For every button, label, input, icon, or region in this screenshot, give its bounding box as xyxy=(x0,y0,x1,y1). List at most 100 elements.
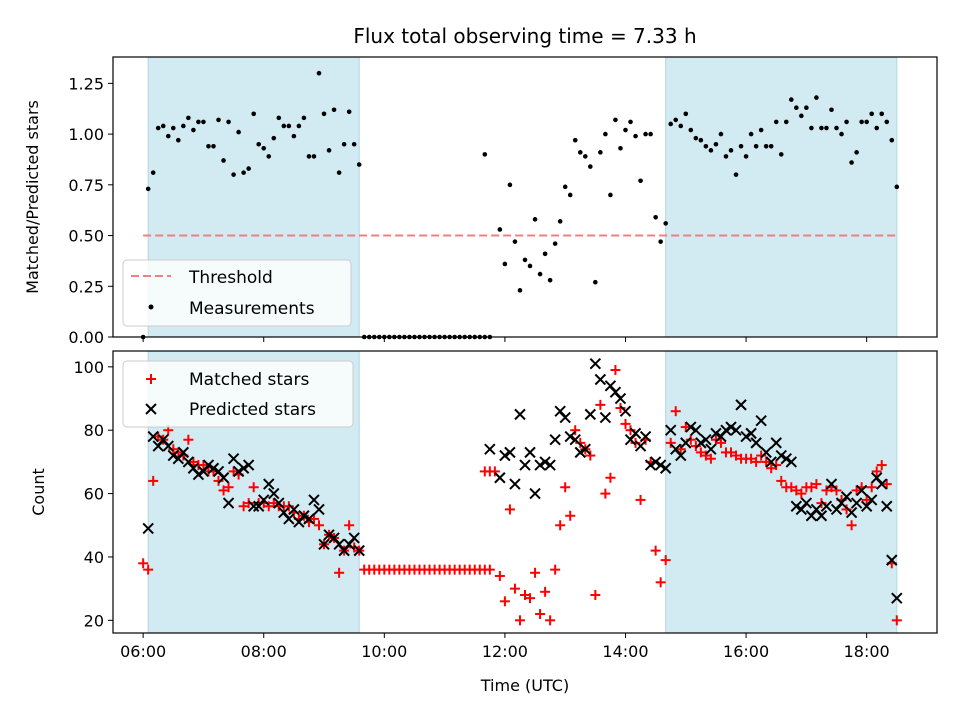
predicted-star-point xyxy=(845,506,858,519)
bottom-y-tick-label: 60 xyxy=(84,485,104,504)
measurement-point xyxy=(351,141,357,147)
matched-star-point xyxy=(605,472,616,483)
matched-star-point xyxy=(238,501,249,512)
measurement-point xyxy=(527,263,533,269)
matched-star-point xyxy=(811,479,822,490)
predicted-star-point xyxy=(544,459,556,471)
matched-star-point xyxy=(816,498,827,509)
matched-star-point xyxy=(881,479,892,490)
predicted-star-point xyxy=(785,456,797,468)
matched-star-point xyxy=(866,482,877,493)
measurement-point xyxy=(593,279,598,285)
predicted-star-point xyxy=(680,437,692,449)
matched-star-point xyxy=(283,501,294,512)
measurement-point xyxy=(191,127,196,133)
measurement-point xyxy=(688,127,694,133)
measurement-point xyxy=(778,152,784,157)
matched-star-point xyxy=(198,460,209,471)
measurement-point xyxy=(748,131,754,137)
matched-star-point xyxy=(243,498,254,509)
matched-star-point xyxy=(756,450,767,461)
top-legend: Threshold Measurements xyxy=(122,259,352,327)
matched-star-point xyxy=(308,513,319,524)
matched-star-point xyxy=(806,482,817,493)
measurement-point xyxy=(522,257,528,263)
measurement-point xyxy=(326,148,332,153)
measurement-point xyxy=(718,131,724,137)
measurement-point xyxy=(321,111,327,117)
measurement-point xyxy=(753,143,759,149)
measurement-point xyxy=(814,95,819,100)
matched-star-point xyxy=(655,577,666,588)
predicted-star-point xyxy=(775,449,787,462)
measurement-point xyxy=(346,109,352,115)
predicted-star-point xyxy=(167,449,179,462)
top-y-tick-label: 1.25 xyxy=(68,74,104,93)
matched-star-point xyxy=(585,450,596,461)
top-axes-frame xyxy=(112,56,938,338)
bottom-x-tick-label: 14:00 xyxy=(602,642,648,661)
measurement-point xyxy=(271,135,277,141)
predicted-star-point xyxy=(217,472,230,484)
predicted-star-point xyxy=(559,411,571,424)
matched-star-point xyxy=(635,494,646,505)
measurement-point xyxy=(648,131,653,137)
predicted-star-point xyxy=(303,513,315,525)
predicted-star-point xyxy=(720,424,732,436)
matched-star-point xyxy=(715,437,726,448)
measurement-point xyxy=(658,239,663,244)
matched-star-point xyxy=(620,418,631,429)
predicted-star-point xyxy=(524,446,536,459)
predicted-star-point xyxy=(504,446,516,459)
predicted-star-point xyxy=(589,357,602,370)
measurement-point xyxy=(668,121,674,127)
predicted-star-point xyxy=(353,544,365,557)
predicted-star-point xyxy=(770,437,782,449)
measurement-point xyxy=(783,119,789,125)
measurement-point xyxy=(854,150,859,155)
matched-star-point xyxy=(168,444,179,455)
matched-star-point xyxy=(846,520,857,531)
matched-star-point xyxy=(595,399,606,410)
matched-star-point xyxy=(615,403,626,414)
measurement-point xyxy=(623,127,628,133)
bottom-x-tick-label: 12:00 xyxy=(482,642,528,661)
matched-star-point xyxy=(710,434,721,445)
matched-star-point xyxy=(695,447,706,458)
predicted-star-point xyxy=(745,427,757,440)
matched-star-point xyxy=(841,504,852,515)
matched-star-point xyxy=(675,444,686,455)
predicted-star-point xyxy=(614,392,627,405)
measurement-point xyxy=(256,141,262,147)
matched-star-point xyxy=(831,485,842,496)
predicted-star-point xyxy=(584,408,597,421)
predicted-star-point xyxy=(162,440,174,452)
predicted-star-point xyxy=(318,538,330,550)
predicted-star-point xyxy=(298,510,310,522)
measurement-point xyxy=(291,133,297,139)
predicted-star-point xyxy=(313,503,325,516)
measurement-point xyxy=(804,105,809,111)
predicted-star-point xyxy=(649,456,662,468)
measurement-point xyxy=(165,133,171,139)
legend-measurements-label: Measurements xyxy=(189,299,315,319)
matched-star-point xyxy=(731,450,742,461)
measurement-point xyxy=(598,150,603,155)
matched-star-point xyxy=(514,615,525,626)
x-axis-label: Time (UTC) xyxy=(480,676,569,695)
predicted-star-point xyxy=(142,522,154,535)
predicted-star-point xyxy=(147,430,159,443)
predicted-star-point xyxy=(876,478,888,490)
predicted-star-point xyxy=(750,437,762,449)
predicted-star-point xyxy=(207,462,220,474)
measurement-point xyxy=(542,251,548,257)
matched-star-point xyxy=(223,482,234,493)
predicted-star-point xyxy=(323,529,335,541)
measurement-point xyxy=(251,111,256,117)
measurement-point xyxy=(547,277,553,283)
matched-star-point xyxy=(525,593,536,604)
measurement-point xyxy=(874,125,880,131)
measurement-point xyxy=(201,119,206,125)
predicted-star-point xyxy=(202,459,215,471)
measurement-point xyxy=(582,154,588,159)
